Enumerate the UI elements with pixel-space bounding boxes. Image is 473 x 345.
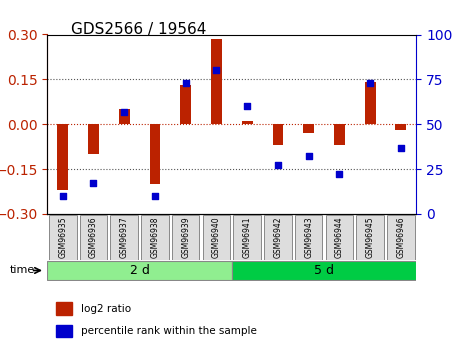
Bar bbox=[242, 121, 253, 124]
Point bbox=[120, 109, 128, 115]
Text: percentile rank within the sample: percentile rank within the sample bbox=[80, 326, 256, 336]
FancyBboxPatch shape bbox=[141, 215, 169, 259]
Text: GSM96938: GSM96938 bbox=[150, 216, 159, 258]
Point bbox=[213, 68, 220, 73]
Point bbox=[90, 181, 97, 186]
Bar bbox=[211, 39, 222, 124]
FancyBboxPatch shape bbox=[325, 215, 353, 259]
FancyBboxPatch shape bbox=[202, 215, 230, 259]
Bar bbox=[395, 124, 406, 130]
Point bbox=[305, 154, 312, 159]
Text: GSM96943: GSM96943 bbox=[304, 216, 313, 258]
Text: GSM96935: GSM96935 bbox=[58, 216, 67, 258]
Point bbox=[336, 172, 343, 177]
Text: GSM96942: GSM96942 bbox=[273, 216, 282, 258]
Text: 2 d: 2 d bbox=[130, 264, 149, 277]
Text: GSM96946: GSM96946 bbox=[396, 216, 405, 258]
Point bbox=[397, 145, 405, 150]
FancyBboxPatch shape bbox=[264, 215, 292, 259]
Point bbox=[59, 193, 66, 199]
Text: GSM96939: GSM96939 bbox=[181, 216, 190, 258]
FancyBboxPatch shape bbox=[47, 261, 232, 280]
Text: GSM96940: GSM96940 bbox=[212, 216, 221, 258]
Text: GSM96941: GSM96941 bbox=[243, 216, 252, 258]
Bar bbox=[56, 325, 72, 337]
Bar bbox=[57, 124, 68, 190]
Bar bbox=[365, 82, 376, 124]
FancyBboxPatch shape bbox=[295, 215, 323, 259]
FancyBboxPatch shape bbox=[356, 215, 384, 259]
FancyBboxPatch shape bbox=[172, 215, 200, 259]
FancyBboxPatch shape bbox=[232, 261, 416, 280]
FancyBboxPatch shape bbox=[79, 215, 107, 259]
Text: 5 d: 5 d bbox=[314, 264, 334, 277]
Bar bbox=[88, 124, 99, 154]
Text: time: time bbox=[9, 266, 35, 275]
Bar bbox=[334, 124, 345, 145]
Text: GSM96937: GSM96937 bbox=[120, 216, 129, 258]
FancyBboxPatch shape bbox=[110, 215, 138, 259]
Text: GDS2566 / 19564: GDS2566 / 19564 bbox=[71, 22, 206, 37]
Bar bbox=[180, 85, 191, 124]
FancyBboxPatch shape bbox=[387, 215, 415, 259]
FancyBboxPatch shape bbox=[49, 215, 77, 259]
Text: GSM96936: GSM96936 bbox=[89, 216, 98, 258]
Point bbox=[366, 80, 374, 86]
Bar bbox=[56, 303, 72, 315]
Point bbox=[243, 104, 251, 109]
Bar bbox=[272, 124, 283, 145]
Point bbox=[274, 163, 282, 168]
Text: GSM96944: GSM96944 bbox=[335, 216, 344, 258]
Bar bbox=[119, 109, 130, 124]
Bar bbox=[149, 124, 160, 184]
Text: GSM96945: GSM96945 bbox=[366, 216, 375, 258]
Text: log2 ratio: log2 ratio bbox=[80, 304, 131, 314]
Point bbox=[182, 80, 189, 86]
Bar bbox=[303, 124, 314, 133]
Point bbox=[151, 193, 159, 199]
FancyBboxPatch shape bbox=[233, 215, 261, 259]
